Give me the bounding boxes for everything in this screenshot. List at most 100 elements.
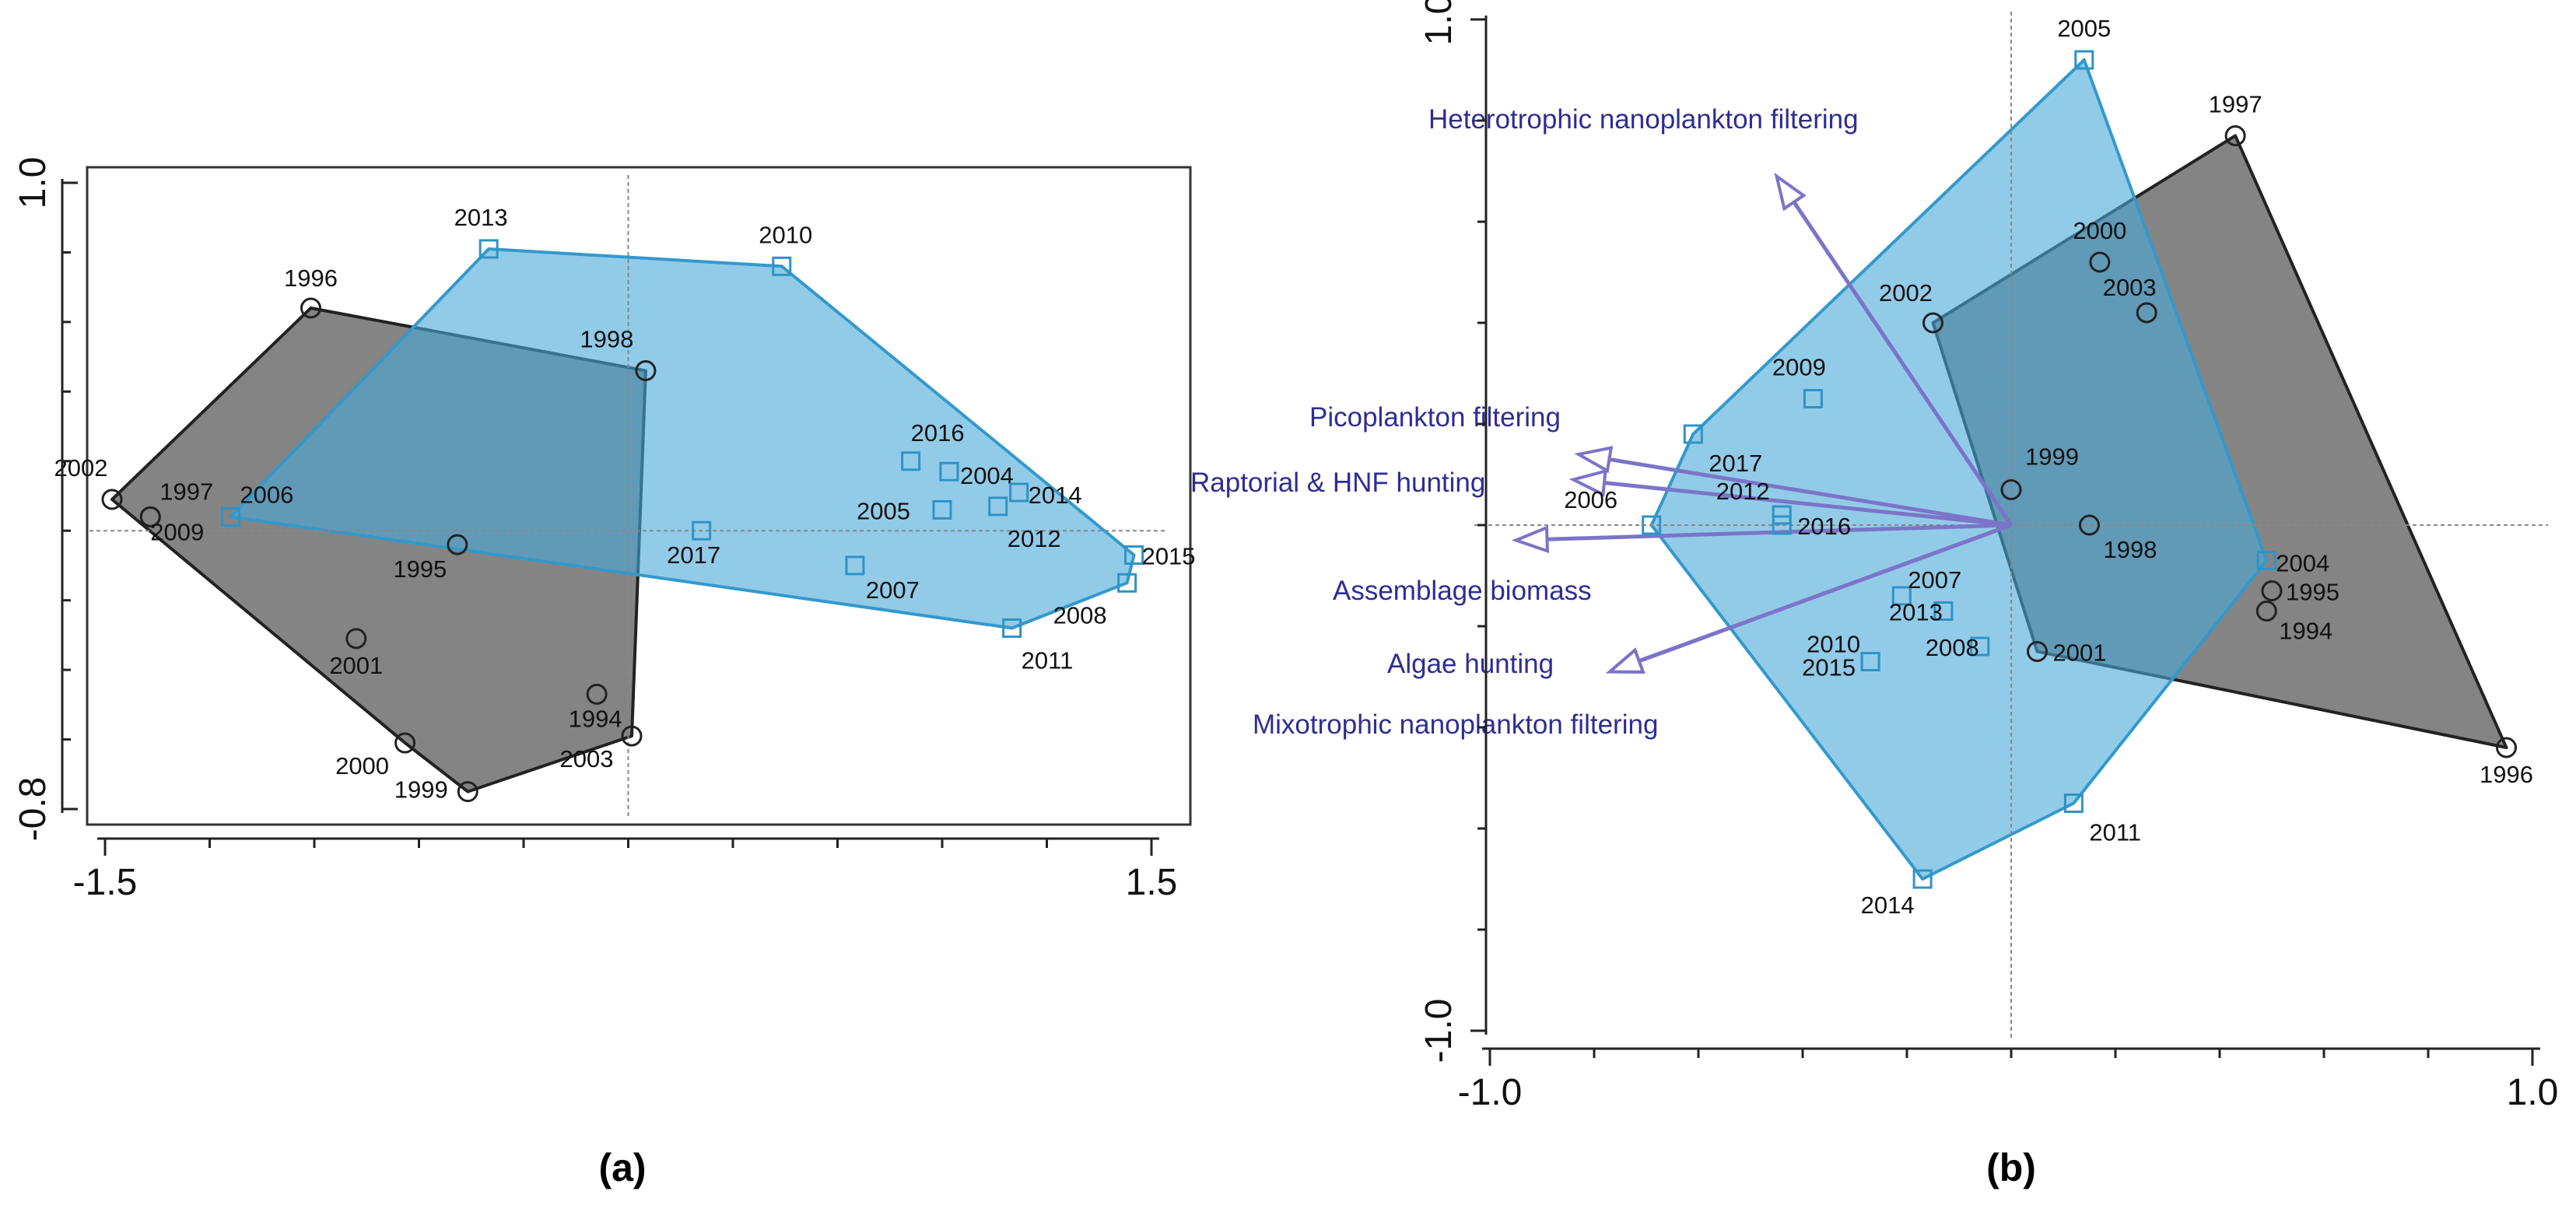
arrow-shaft-assemblage-biomass <box>1547 523 2012 541</box>
a-point-2004 <box>939 461 959 482</box>
panel-a-hulls <box>110 247 1136 793</box>
panel-a-axes: -1.5 1.5 1.0 -0.8 <box>12 157 1177 903</box>
a-point-2006 <box>220 506 240 527</box>
a-point-label-1999: 1999 <box>394 776 448 804</box>
b-point-label-2013: 2013 <box>1889 599 1943 626</box>
b-point-2005 <box>2074 50 2094 70</box>
a-point-2013 <box>478 239 499 259</box>
b-point-label-1995: 1995 <box>2286 579 2339 606</box>
a-point-2003 <box>621 725 643 747</box>
a-point-label-2003: 2003 <box>559 745 613 772</box>
a-point-label-1997: 1997 <box>159 478 213 505</box>
b-point-label-2009: 2009 <box>1772 354 1826 381</box>
a-hull-square-group <box>229 247 1136 630</box>
a-point-label-2009: 2009 <box>150 518 204 545</box>
panel-a-label: (a) <box>598 1146 646 1189</box>
a-point-label-2016: 2016 <box>911 419 965 447</box>
arrow-head-heterotrophic-nanoplankton-filtering <box>1774 172 1807 212</box>
b-point-1996 <box>2496 737 2517 758</box>
a-point-label-1995: 1995 <box>393 555 447 583</box>
b-hull-square-group <box>1649 58 2269 881</box>
a-point-2014 <box>1009 482 1029 503</box>
b-point-label-2008: 2008 <box>1926 634 1979 661</box>
a-x-tick-label-min: -1.5 <box>73 862 138 903</box>
a-point-label-2005: 2005 <box>857 497 910 524</box>
b-point-label-2004: 2004 <box>2276 550 2329 577</box>
a-point-label-2006: 2006 <box>240 481 293 508</box>
b-point-2000 <box>2089 251 2111 273</box>
arrow-head-mixotrophic-nanoplankton-filtering <box>1605 647 1645 674</box>
arrow-shaft-heterotrophic-nanoplankton-filtering <box>1792 201 2013 527</box>
arrow-label-mixotrophic-nanoplankton-filtering: Mixotrophic nanoplankton filtering <box>1253 709 1658 740</box>
b-point-2004 <box>2256 551 2276 570</box>
b-point-2012 <box>1772 505 1792 525</box>
panel-b-points: 1997 2000 2003 2002 1999 1998 1995 1994 2001 1996… <box>1564 15 2533 919</box>
b-point-label-2007: 2007 <box>1908 566 1961 594</box>
b-point-label-2015: 2015 <box>1802 654 1856 681</box>
a-point-2016 <box>901 451 921 471</box>
b-point-label-2006: 2006 <box>1564 486 1617 513</box>
a-point-2001 <box>345 628 367 650</box>
a-point-2005 <box>932 499 952 520</box>
arrow-assemblage-biomass <box>1511 523 2012 554</box>
arrow-shaft-raptorial-hnf-hunting <box>1603 481 2012 527</box>
b-point-label-1997: 1997 <box>2209 91 2262 118</box>
b-point-label-2000: 2000 <box>2073 217 2126 244</box>
a-point-1994 <box>586 683 608 705</box>
b-point-label-2005: 2005 <box>2057 15 2111 42</box>
a-point-2017 <box>692 520 712 541</box>
a-point-2008 <box>1117 573 1137 593</box>
b-point-2003 <box>2136 302 2157 324</box>
arrow-label-raptorial-hnf-hunting: Raptorial & HNF hunting <box>1190 468 1485 498</box>
a-point-label-2014: 2014 <box>1029 482 1082 509</box>
panel-a-frame <box>86 166 1192 826</box>
b-y-tick-label-max: 1.0 <box>1418 0 1460 45</box>
b-point-label-1996: 1996 <box>2480 761 2533 788</box>
b-point-1997 <box>2224 125 2246 146</box>
arrow-label-heterotrophic-nanoplankton-filtering: Heterotrophic nanoplankton filtering <box>1428 104 1859 135</box>
b-point-label-2001: 2001 <box>2053 639 2107 667</box>
a-point-label-2013: 2013 <box>454 204 508 231</box>
arrow-head-picoplankton-filtering <box>1574 446 1614 474</box>
b-point-2006 <box>1642 515 1662 535</box>
a-point-label-2007: 2007 <box>866 576 920 604</box>
b-point-1994 <box>2255 601 2277 622</box>
b-point-label-2017: 2017 <box>1709 450 1762 477</box>
a-point-2012 <box>988 496 1008 517</box>
a-point-label-2017: 2017 <box>667 541 720 569</box>
a-point-2015 <box>1124 545 1144 566</box>
arrow-raptorial-hnf-hunting <box>1568 469 2012 527</box>
b-point-2015 <box>1860 652 1880 671</box>
b-point-2013 <box>1933 601 1954 621</box>
a-point-label-2011: 2011 <box>1022 646 1074 674</box>
b-point-label-2012: 2012 <box>1716 478 1770 505</box>
a-point-2000 <box>394 732 416 754</box>
b-point-2007 <box>1891 586 1912 606</box>
a-point-1999 <box>457 781 478 803</box>
a-point-1996 <box>300 297 322 319</box>
a-point-label-1998: 1998 <box>580 326 633 353</box>
a-point-label-2008: 2008 <box>1053 601 1107 629</box>
a-point-2009 <box>139 506 161 527</box>
a-point-label-2015: 2015 <box>1142 543 1196 570</box>
arrow-label-assemblage-biomass: Assemblage biomass <box>1333 576 1592 606</box>
panel-b-hulls <box>1649 58 2508 881</box>
b-point-2011 <box>2063 793 2084 813</box>
b-point-label-2003: 2003 <box>2103 274 2157 301</box>
a-point-label-2001: 2001 <box>329 652 383 679</box>
arrow-mixotrophic-nanoplankton-filtering <box>1605 523 2012 674</box>
b-point-2014 <box>1912 869 1933 889</box>
a-point-2007 <box>845 555 865 576</box>
panel-b-arrows: Heterotrophic nanoplankton filtering Pico… <box>1190 104 2013 740</box>
a-point-label-2012: 2012 <box>1008 525 1061 552</box>
b-point-label-2010: 2010 <box>1807 631 1860 658</box>
b-point-label-2002: 2002 <box>1879 279 1933 307</box>
b-point-label-1994: 1994 <box>2279 618 2332 645</box>
panel-b-chart: Heterotrophic nanoplankton filtering Pico… <box>1190 0 2558 1189</box>
b-y-tick-label-min: -1.0 <box>1418 999 1460 1063</box>
b-point-2002 <box>1922 312 1943 334</box>
arrow-shaft-picoplankton-filtering <box>1608 457 2012 527</box>
arrow-shaft-mixotrophic-nanoplankton-filtering <box>1638 523 2012 664</box>
